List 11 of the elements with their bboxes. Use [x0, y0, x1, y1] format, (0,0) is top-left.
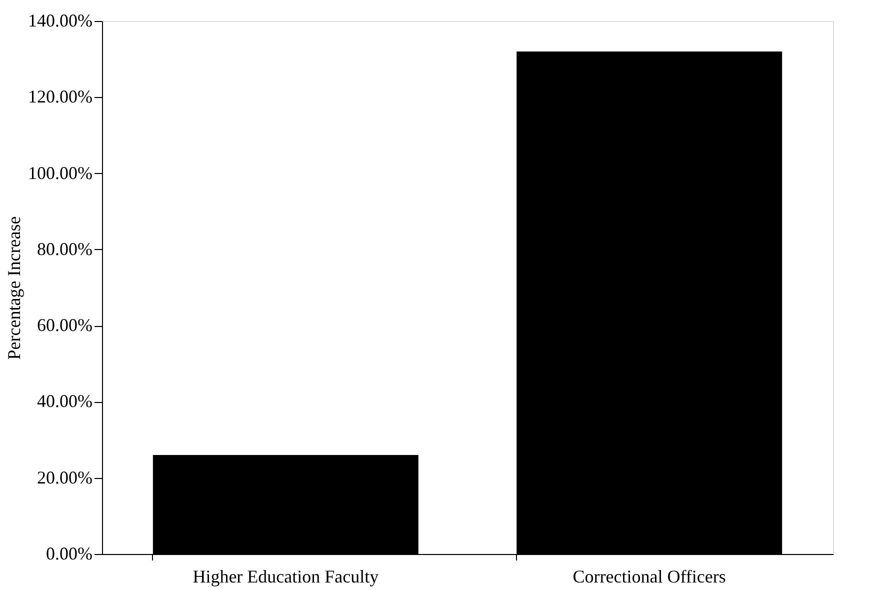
y-tick-label: 20.00%	[37, 467, 92, 488]
y-tick-label: 40.00%	[37, 391, 92, 412]
y-tick-label: 80.00%	[37, 238, 92, 259]
y-tick-label: 100.00%	[28, 162, 92, 183]
y-tick-label: 60.00%	[37, 315, 92, 336]
y-tick-label: 140.00%	[28, 10, 92, 30]
y-tick-label: 0.00%	[46, 544, 92, 564]
x-tick-label: Higher Education Faculty	[192, 566, 379, 586]
x-tick-label: Correctional Officers	[572, 566, 726, 586]
y-axis-title: Percentage Increase	[4, 216, 24, 360]
y-tick-label: 120.00%	[28, 86, 92, 107]
